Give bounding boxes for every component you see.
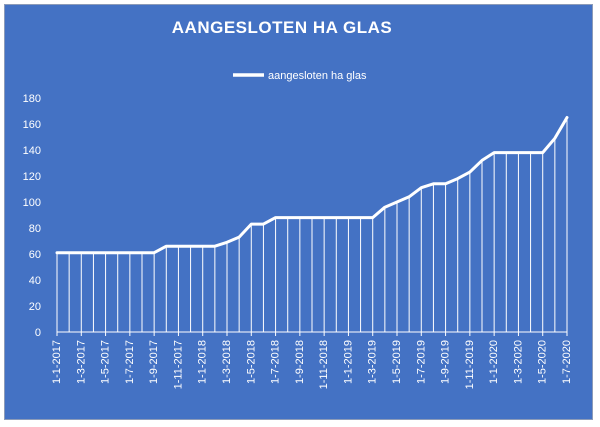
- y-tick-label: 0: [35, 327, 41, 339]
- x-tick-label: 1-11-2018: [318, 340, 330, 389]
- x-tick-label: 1-1-2017: [51, 340, 63, 384]
- y-tick-label: 60: [29, 249, 41, 261]
- x-tick-label: 1-9-2019: [440, 340, 452, 384]
- x-tick-label: 1-7-2019: [415, 340, 427, 384]
- x-tick-label: 1-5-2019: [391, 340, 403, 384]
- x-tick-label: 1-7-2017: [124, 340, 136, 384]
- x-tick-label: 1-1-2019: [342, 340, 354, 384]
- y-tick-label: 120: [23, 171, 41, 183]
- y-tick-label: 80: [29, 223, 41, 235]
- x-tick-label: 1-3-2019: [367, 340, 379, 384]
- x-tick-label: 1-5-2017: [100, 340, 112, 384]
- legend-label: aangesloten ha glas: [268, 70, 367, 82]
- y-tick-label: 20: [29, 301, 41, 313]
- x-tick-label: 1-9-2018: [294, 340, 306, 384]
- y-tick-label: 140: [23, 145, 41, 157]
- x-tick-label: 1-1-2020: [488, 340, 500, 384]
- x-tick-label: 1-5-2020: [537, 340, 549, 384]
- x-tick-label: 1-1-2018: [197, 340, 209, 384]
- x-tick-label: 1-9-2017: [148, 340, 160, 384]
- x-tick-label: 1-7-2020: [561, 340, 573, 384]
- y-tick-label: 100: [23, 197, 41, 209]
- chart-title: AANGESLOTEN HA GLAS: [172, 18, 392, 37]
- series-line: [55, 116, 569, 255]
- x-tick-label: 1-3-2017: [75, 340, 87, 384]
- chart-area: AANGESLOTEN HA GLAS aangesloten ha glas 0 2…: [4, 4, 593, 420]
- x-tick-label: 1-11-2019: [464, 340, 476, 389]
- line-chart: AANGESLOTEN HA GLAS aangesloten ha glas 0 2…: [23, 18, 573, 389]
- y-tick-label: 180: [23, 93, 41, 105]
- y-tick-label: 160: [23, 119, 41, 131]
- y-tick-label: 40: [29, 275, 41, 287]
- x-tick-label: 1-3-2020: [512, 340, 524, 384]
- x-tick-label: 1-11-2017: [172, 340, 184, 389]
- x-tick-label: 1-7-2018: [270, 340, 282, 384]
- x-tick-label: 1-5-2018: [245, 340, 257, 384]
- x-tick-label: 1-3-2018: [221, 340, 233, 384]
